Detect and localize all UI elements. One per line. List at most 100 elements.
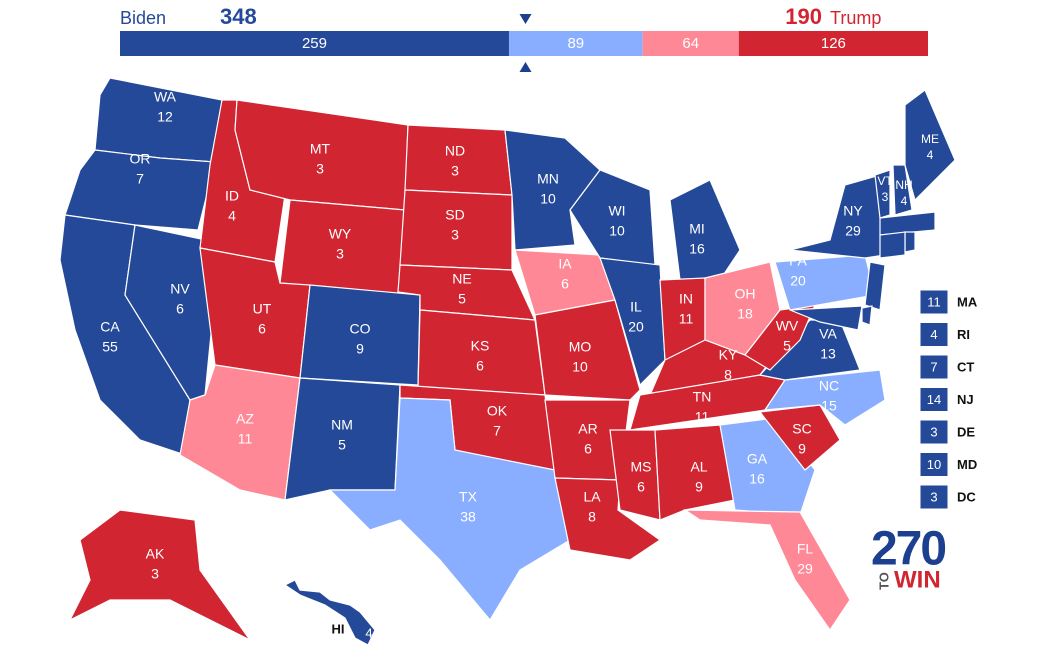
marker-bottom <box>519 62 532 72</box>
state-box <box>919 452 949 477</box>
state <box>504 129 601 251</box>
state <box>404 124 513 196</box>
state-box <box>919 484 949 510</box>
state <box>864 261 886 311</box>
state-box <box>919 354 949 380</box>
state-name: RI <box>957 327 970 342</box>
state <box>64 149 216 231</box>
state <box>904 231 916 253</box>
logo-number: 270 <box>871 523 945 576</box>
state-name: FL <box>797 541 814 557</box>
state-votes: 5 <box>338 437 346 453</box>
state-name: AK <box>146 546 165 562</box>
state <box>569 169 656 266</box>
state-votes: 6 <box>584 441 592 457</box>
state-name: ID <box>225 188 239 204</box>
logo: 270 TO WIN <box>871 523 947 594</box>
state-votes: 6 <box>258 321 266 337</box>
state-name: IL <box>630 299 642 315</box>
state-name: NM <box>331 417 353 433</box>
state-votes: 8 <box>724 367 732 383</box>
bar-segment <box>508 31 643 56</box>
state-votes: 7 <box>136 171 144 187</box>
state-name: DC <box>957 489 976 504</box>
state-votes: 11 <box>927 294 941 309</box>
state-votes: 29 <box>797 561 813 577</box>
state-name: NC <box>819 378 839 394</box>
state-votes: 16 <box>689 241 705 257</box>
state-votes: 11 <box>238 431 253 447</box>
right-name: Trump <box>830 8 881 28</box>
state <box>654 424 736 521</box>
state-name: MS <box>631 459 652 475</box>
state-votes: 4 <box>901 194 908 208</box>
left-name: Biden <box>120 8 166 28</box>
state-votes: 5 <box>783 338 791 354</box>
state-name: TX <box>459 489 478 505</box>
state-votes: 3 <box>451 163 459 179</box>
state-name: AL <box>690 459 707 475</box>
state-votes: 3 <box>336 246 344 262</box>
state-name: TN <box>693 389 712 405</box>
left-total: 348 <box>220 4 257 29</box>
state-name: ME <box>921 132 939 146</box>
state-name: IA <box>558 256 572 272</box>
right-total: 190 <box>785 4 822 29</box>
state <box>904 89 956 202</box>
state-votes: 7 <box>493 423 501 439</box>
state-name: MO <box>569 339 592 355</box>
state-votes: 3 <box>451 227 459 243</box>
state <box>68 509 251 641</box>
state-votes: 11 <box>695 409 710 425</box>
state-name: PA <box>789 253 807 269</box>
logo-to: TO <box>876 572 891 590</box>
state-name: HI <box>332 621 345 636</box>
state-votes: 11 <box>679 311 694 327</box>
state <box>534 299 641 401</box>
state-votes: 29 <box>845 223 861 239</box>
state-votes: 18 <box>737 306 753 322</box>
state-name: LA <box>583 489 601 505</box>
state-name: WY <box>329 226 352 242</box>
state-votes: 5 <box>458 291 466 307</box>
state-name: MA <box>957 294 978 309</box>
state-name: DE <box>957 424 975 439</box>
state-name: MN <box>537 171 559 187</box>
state-name: CT <box>957 359 974 374</box>
state-votes: 4 <box>930 327 937 342</box>
state-name: ND <box>445 143 465 159</box>
state-name: CA <box>100 319 120 335</box>
state-votes: 3 <box>882 190 889 204</box>
state-votes: 6 <box>561 276 569 292</box>
state-name: CO <box>350 321 371 337</box>
state-name: NY <box>843 203 863 219</box>
state-name: NE <box>452 271 471 287</box>
state <box>682 509 851 632</box>
state-name: MT <box>310 141 331 157</box>
state <box>789 174 886 259</box>
state <box>744 304 816 371</box>
state-name: WV <box>776 318 799 334</box>
state-box <box>919 289 949 315</box>
segment-label: 259 <box>302 35 327 52</box>
state-name: VT <box>877 174 893 188</box>
state-votes: 8 <box>588 509 596 525</box>
state-name: AZ <box>236 411 254 427</box>
bar-segment <box>738 31 928 56</box>
state-votes: 3 <box>930 489 937 504</box>
logo-win: WIN <box>894 566 941 593</box>
state-votes: 10 <box>540 191 556 207</box>
state-votes: 4 <box>927 148 934 162</box>
state-name: GA <box>747 451 768 467</box>
state-name: NJ <box>957 392 974 407</box>
marker-top <box>519 14 532 24</box>
states: WA12OR7CA55NV6ID4MT3WY3UT6AZ11CO9NM5ND3S… <box>59 77 978 646</box>
bar-segment <box>642 31 739 56</box>
state-votes: 9 <box>356 341 364 357</box>
state <box>669 179 741 281</box>
state-name: KY <box>719 347 738 363</box>
state-votes: 12 <box>157 109 173 125</box>
state <box>879 211 936 236</box>
state-name: AR <box>578 421 597 437</box>
